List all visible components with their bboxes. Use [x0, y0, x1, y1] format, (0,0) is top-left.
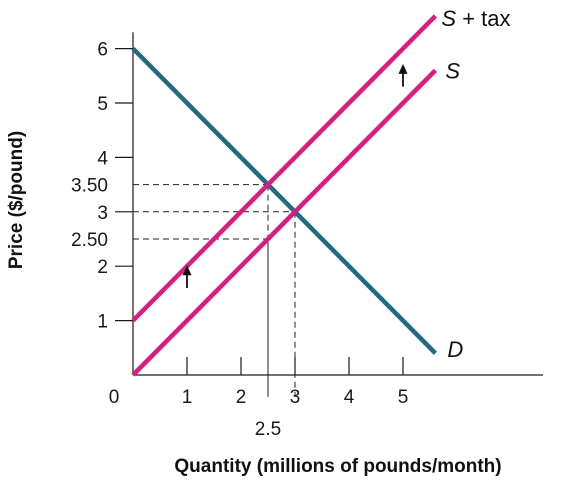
series-label-1: S — [445, 58, 460, 83]
y-tick-label-4: 4 — [97, 148, 108, 169]
axes — [115, 32, 543, 376]
tick-labels: 0 1 2 3 4 5 2.5 1 2 3 4 5 6 2.50 3.50 D S S + tax — [71, 6, 510, 440]
y-tick-label-3: 3 — [97, 203, 108, 224]
shift-arrow-head-0 — [182, 265, 192, 276]
x-tick-label-4: 4 — [344, 387, 355, 408]
y-tick-label-5: 5 — [97, 94, 108, 115]
shift-arrow-head-1 — [398, 63, 408, 74]
x-tick-label-0: 0 — [109, 387, 120, 408]
x-axis-title: Quantity (millions of pounds/month) — [174, 456, 501, 477]
shift-arrows — [182, 63, 408, 288]
y-tick-label-2: 2 — [97, 257, 108, 278]
y-extra-tick-label-3.50: 3.50 — [71, 176, 108, 197]
x-tick-label-3: 3 — [290, 387, 301, 408]
y-extra-tick-label-2.50: 2.50 — [71, 230, 108, 251]
y-tick-label-1: 1 — [97, 312, 108, 333]
series-lines — [131, 14, 437, 377]
series-line-0 — [131, 47, 437, 355]
series-line-1 — [131, 68, 437, 377]
series-label-0: D — [447, 337, 463, 362]
series-label-2: S + tax — [441, 6, 510, 31]
x-extra-tick-label-2.5: 2.5 — [255, 419, 281, 440]
y-axis-title: Price ($/pound) — [6, 131, 27, 269]
x-tick-label-5: 5 — [398, 387, 409, 408]
y-tick-label-6: 6 — [97, 40, 108, 61]
x-tick-label-1: 1 — [182, 387, 193, 408]
series-line-2 — [131, 14, 437, 323]
x-tick-label-2: 2 — [236, 387, 247, 408]
